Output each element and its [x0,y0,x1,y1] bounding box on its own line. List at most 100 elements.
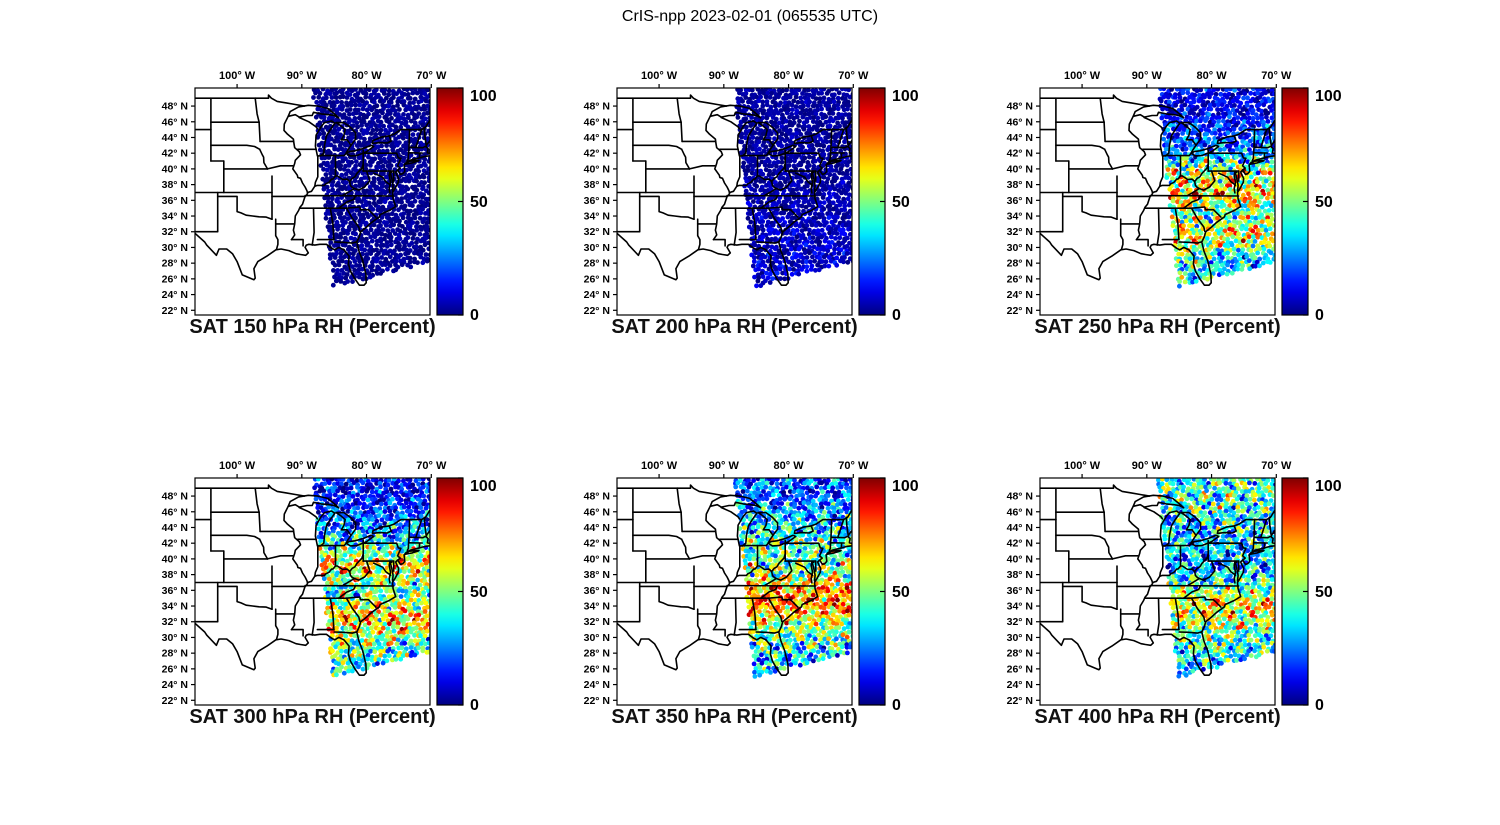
lat-tick-label: 30° N [584,632,610,644]
lat-tick-label: 38° N [584,179,610,191]
figure-title: CrIS-npp 2023-02-01 (065535 UTC) [621,8,879,25]
lat-tick-label: 26° N [162,663,188,675]
colorbar-tick-label: 0 [470,697,479,714]
lat-tick-label: 34° N [162,211,188,223]
panel-300hpa: 100° W 90° W 80° W 70° W 48° N 46° N 44° N 42° … [145,456,525,761]
axis-ticks [1036,84,1277,311]
panel-150hpa: 100° W 90° W 80° W 70° W 48° N 46° N 44° N 42° … [145,66,525,371]
us-state-borders [617,484,852,676]
colorbar-350hpa: 100 50 0 [858,477,919,714]
lat-tick-label: 36° N [1007,195,1033,207]
lat-tick-label: 48° N [584,101,610,113]
lat-tick-label: 38° N [162,569,188,581]
lat-tick-label: 32° N [1007,226,1033,238]
us-state-borders [1040,94,1275,286]
colorbar-tick-label: 50 [892,194,910,211]
lat-tick-label: 30° N [1007,242,1033,254]
lon-tick-label: 90° W [709,460,740,472]
lat-tick-label: 44° N [162,132,188,144]
lat-tick-label: 40° N [584,163,610,175]
lat-tick-label: 34° N [584,601,610,613]
axis-ticks [613,474,854,701]
lon-tick-label: 100° W [641,460,678,472]
panel-350hpa: 100° W 90° W 80° W 70° W 48° N 46° N 44° N 42° … [567,456,947,761]
axis-ticks [191,474,432,701]
map-150hpa: 100° W 90° W 80° W 70° W 48° N 46° N 44° N 42° … [162,70,447,317]
lat-tick-label: 48° N [584,491,610,503]
colorbar-tick-label: 0 [892,697,901,714]
rh-scatter-points [1157,88,1275,289]
lat-tick-label: 42° N [1007,148,1033,160]
lon-tick-label: 70° W [838,70,869,82]
map-350hpa: 100° W 90° W 80° W 70° W 48° N 46° N 44° N 42° … [584,460,869,707]
lat-tick-label: 32° N [162,226,188,238]
axis-ticks [1036,474,1277,701]
lat-tick-label: 44° N [162,522,188,534]
lon-tick-label: 100° W [1064,70,1101,82]
lat-tick-label: 22° N [1007,305,1033,317]
lat-tick-label: 46° N [162,506,188,518]
panel-title-300hpa: SAT 300 hPa RH (Percent) [189,706,436,728]
axis-ticks [613,84,854,311]
colorbar-tick-label: 50 [892,584,910,601]
colorbar-tick-label: 50 [470,194,488,211]
lat-tick-label: 42° N [584,148,610,160]
colorbar-tick-label: 50 [470,584,488,601]
lat-tick-label: 24° N [162,679,188,691]
lat-tick-label: 32° N [584,226,610,238]
lon-tick-label: 80° W [774,70,805,82]
colorbar-tick-label: 0 [892,307,901,324]
lat-tick-label: 28° N [1007,258,1033,270]
lon-tick-label: 90° W [709,70,740,82]
lat-tick-label: 42° N [162,538,188,550]
colorbar-200hpa: 100 50 0 [858,87,919,324]
lat-tick-label: 46° N [584,506,610,518]
lat-tick-label: 46° N [162,116,188,128]
lat-tick-label: 24° N [584,679,610,691]
lat-tick-label: 26° N [162,273,188,285]
lat-tick-label: 36° N [162,195,188,207]
lat-tick-label: 42° N [162,148,188,160]
colorbar-tick-label: 0 [1315,307,1324,324]
map-250hpa: 100° W 90° W 80° W 70° W 48° N 46° N 44° N 42° … [1007,70,1292,317]
colorbar-tick-label: 100 [470,88,497,105]
colorbar-400hpa: 100 50 0 [1281,477,1342,714]
lat-tick-label: 44° N [1007,522,1033,534]
lon-tick-label: 90° W [1132,70,1163,82]
lat-tick-label: 24° N [584,289,610,301]
lat-tick-label: 22° N [584,305,610,317]
lat-tick-label: 28° N [162,258,188,270]
lat-tick-label: 42° N [1007,538,1033,550]
lat-tick-label: 48° N [1007,101,1033,113]
lon-tick-label: 100° W [219,70,256,82]
lat-tick-label: 40° N [1007,553,1033,565]
lat-tick-label: 34° N [1007,601,1033,613]
us-state-borders [617,94,852,286]
us-state-borders [195,484,430,676]
panel-title-350hpa: SAT 350 hPa RH (Percent) [611,706,858,728]
lon-tick-label: 80° W [352,460,383,472]
lon-tick-label: 70° W [416,460,447,472]
lat-tick-label: 46° N [584,116,610,128]
lon-tick-label: 90° W [287,70,318,82]
lat-tick-label: 36° N [584,585,610,597]
lat-tick-label: 36° N [1007,585,1033,597]
lon-tick-label: 80° W [774,460,805,472]
colorbar-tick-label: 100 [1315,88,1342,105]
colorbar-tick-label: 50 [1315,584,1333,601]
panel-250hpa: 100° W 90° W 80° W 70° W 48° N 46° N 44° N 42° … [990,66,1370,371]
lon-tick-label: 80° W [1197,70,1228,82]
panel-title-250hpa: SAT 250 hPa RH (Percent) [1034,316,1281,338]
colorbar-tick-label: 100 [470,478,497,495]
lat-tick-label: 22° N [162,305,188,317]
us-state-borders [195,94,430,286]
lat-tick-label: 30° N [162,242,188,254]
lat-tick-label: 24° N [1007,289,1033,301]
lat-tick-label: 40° N [162,163,188,175]
lat-tick-label: 24° N [1007,679,1033,691]
map-200hpa: 100° W 90° W 80° W 70° W 48° N 46° N 44° N 42° … [584,70,869,317]
lat-tick-label: 44° N [584,522,610,534]
lat-tick-label: 28° N [1007,648,1033,660]
colorbar-150hpa: 100 50 0 [436,87,497,324]
